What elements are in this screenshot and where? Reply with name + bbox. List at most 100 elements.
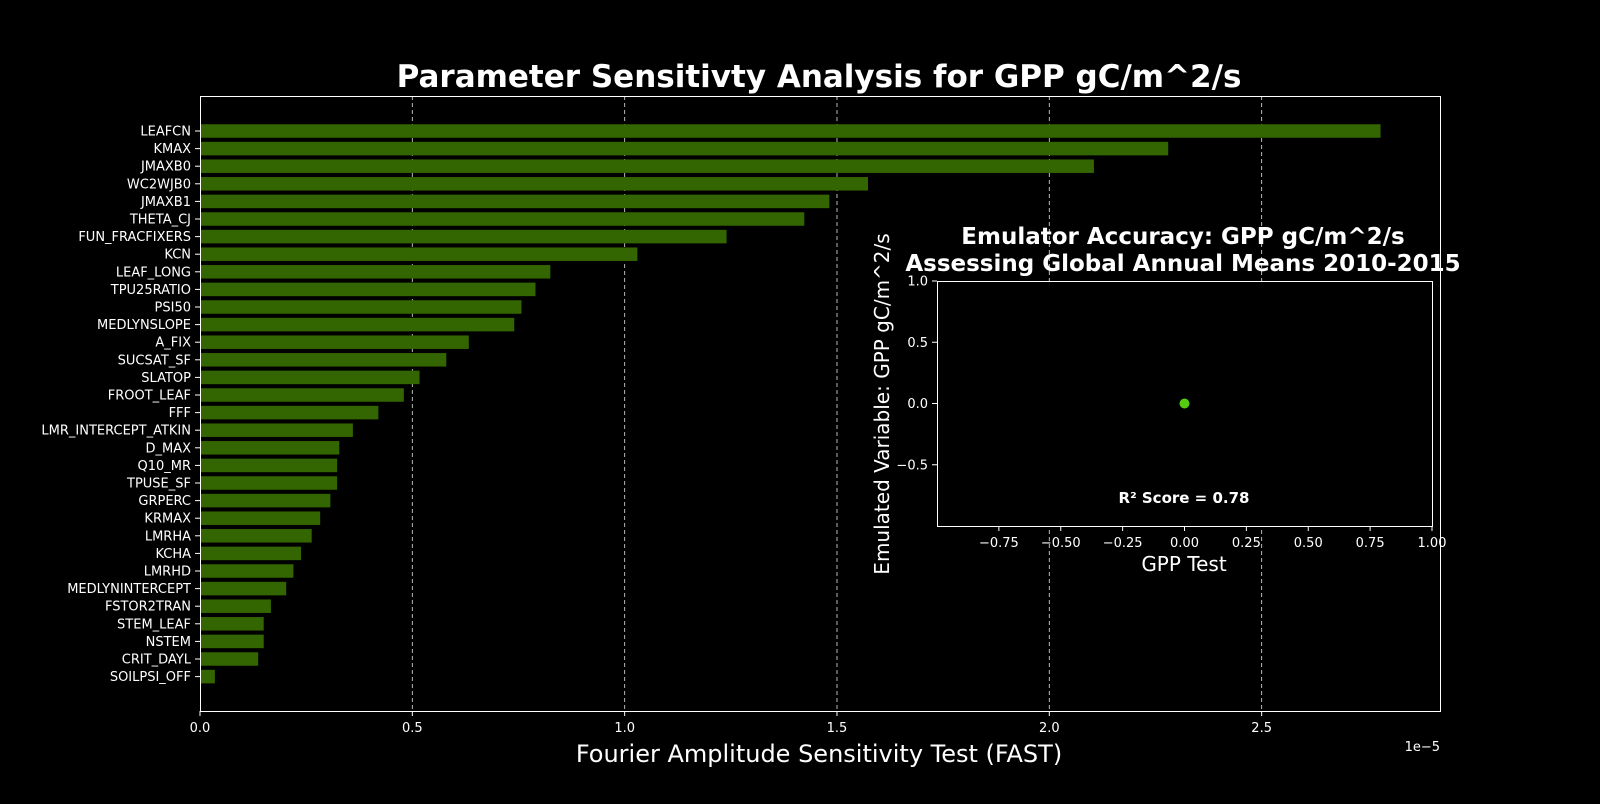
main-bar (200, 652, 259, 666)
main-bar (200, 247, 638, 261)
inset-y-axis-label: Emulated Variable: GPP gC/m^2/s (870, 233, 894, 574)
main-category-label: FROOT_LEAF (108, 389, 191, 404)
main-bar (200, 511, 321, 525)
main-x-tick-label: 1.0 (614, 721, 635, 736)
main-x-tick-label: 0.0 (190, 721, 211, 736)
main-bar (200, 335, 469, 349)
main-category-label: THETA_CJ (129, 213, 191, 228)
inset-x-axis-label: GPP Test (1141, 552, 1227, 576)
inset-x-tick-label: 0.75 (1356, 536, 1385, 551)
inset-x-ticks: −0.75 −0.50 −0.25 0.00 0.25 0.50 0.75 1.00 (979, 526, 1447, 551)
main-bar (200, 141, 1169, 156)
main-bar (200, 581, 287, 596)
inset-y-ticks: −0.5 0.0 0.5 1.0 (896, 275, 937, 473)
main-category-label: LEAFCN (140, 125, 191, 140)
main-category-label: CRIT_DAYL (122, 653, 192, 668)
main-bar (200, 441, 340, 455)
main-plot-frame (200, 96, 1441, 712)
main-bar (200, 282, 536, 297)
main-bar (200, 564, 294, 578)
main-category-label: GRPERC (138, 494, 191, 509)
main-bar (200, 634, 264, 649)
main-bar (200, 669, 215, 684)
main-category-label: KCN (164, 248, 191, 263)
main-category-label: PSI50 (155, 301, 191, 316)
inset-x-tick-label: 0.25 (1232, 536, 1261, 551)
main-x-tick-label: 1.5 (827, 721, 848, 736)
main-category-label: TPU25RATIO (110, 283, 191, 298)
inset-title-line-2: Assessing Global Annual Means 2010-2015 (905, 251, 1460, 277)
inset-x-tick-label: −0.75 (979, 536, 1019, 551)
main-x-tick-label: 2.0 (1039, 721, 1060, 736)
main-bar (200, 493, 331, 508)
main-category-label: SLATOP (141, 371, 191, 386)
inset-y-tick-label: 1.0 (907, 275, 928, 290)
inset-plot-frame (937, 281, 1433, 527)
main-bar (200, 388, 404, 402)
main-bar (200, 177, 868, 191)
inset-x-tick-label: 1.00 (1418, 536, 1447, 551)
main-bar (200, 159, 1094, 173)
main-category-label: WC2WJB0 (127, 177, 191, 192)
main-category-label: FUN_FRACFIXERS (78, 230, 191, 245)
main-gridlines (411, 96, 1263, 711)
main-bar (200, 124, 1381, 138)
inset-y-tick-label: −0.5 (896, 458, 928, 473)
inset-x-tick-label: 0.00 (1170, 536, 1199, 551)
main-bar (200, 194, 830, 209)
main-category-label: D_MAX (145, 441, 191, 456)
main-bar (200, 370, 420, 385)
main-bar (200, 529, 312, 543)
main-category-label: MEDLYNSLOPE (97, 318, 191, 333)
main-x-tick-label: 2.5 (1251, 721, 1272, 736)
inset-scatter-point (1179, 398, 1190, 409)
inset-title-line-1: Emulator Accuracy: GPP gC/m^2/s (961, 224, 1404, 250)
main-category-labels: LEAFCN KMAX JMAXB0 WC2WJB0 JMAXB1 THETA_CJ FUN… (41, 125, 200, 685)
main-category-label: TPUSE_SF (126, 477, 191, 492)
main-bar (200, 617, 264, 631)
main-category-label: JMAXB1 (140, 195, 191, 210)
main-category-label: Q10_MR (137, 459, 191, 474)
main-category-label: FSTOR2TRAN (105, 600, 191, 615)
main-category-label: KRMAX (144, 512, 191, 527)
main-category-label: LMR_INTERCEPT_ATKIN (41, 424, 191, 439)
inset-chart: Emulator Accuracy: GPP gC/m^2/s Assessin… (870, 224, 1461, 576)
main-bar (200, 265, 551, 279)
main-category-label: MEDLYNINTERCEPT (67, 582, 191, 597)
main-bar (200, 476, 338, 490)
main-x-axis-label: Fourier Amplitude Sensitivity Test (FAST… (576, 740, 1062, 768)
main-category-label: SOILPSI_OFF (110, 670, 191, 685)
main-category-label: LMRHA (145, 529, 191, 544)
main-bar (200, 229, 727, 244)
main-bar (200, 300, 522, 314)
inset-points (1179, 398, 1190, 409)
main-x-ticks: 0.0 0.5 1.0 1.5 2.0 2.5 (190, 711, 1272, 736)
main-x-offset-label: 1e−5 (1405, 740, 1440, 755)
main-bar (200, 405, 379, 420)
main-category-label: KCHA (155, 547, 191, 562)
main-bar (200, 599, 271, 613)
main-category-label: SUCSAT_SF (118, 353, 191, 368)
main-bar (200, 317, 515, 332)
main-bar (200, 212, 805, 226)
main-bar (200, 458, 338, 473)
main-category-label: A_FIX (155, 336, 191, 351)
inset-y-tick-label: 0.5 (907, 336, 928, 351)
main-category-label: JMAXB0 (140, 160, 191, 175)
inset-x-tick-label: 0.50 (1294, 536, 1323, 551)
main-bars (200, 124, 1381, 684)
main-category-label: NSTEM (146, 635, 191, 650)
inset-x-tick-label: −0.50 (1041, 536, 1081, 551)
main-category-label: FFF (169, 406, 191, 421)
main-x-tick-label: 0.5 (402, 721, 423, 736)
main-category-label: LMRHD (144, 565, 191, 580)
main-bar (200, 546, 302, 561)
main-bar (200, 423, 353, 437)
inset-y-tick-label: 0.0 (907, 397, 928, 412)
inset-r2-annotation: R² Score = 0.78 (1119, 489, 1250, 507)
main-chart-title: Parameter Sensitivty Analysis for GPP gC… (397, 59, 1242, 95)
main-category-label: LEAF_LONG (116, 265, 191, 280)
main-bar (200, 353, 447, 367)
